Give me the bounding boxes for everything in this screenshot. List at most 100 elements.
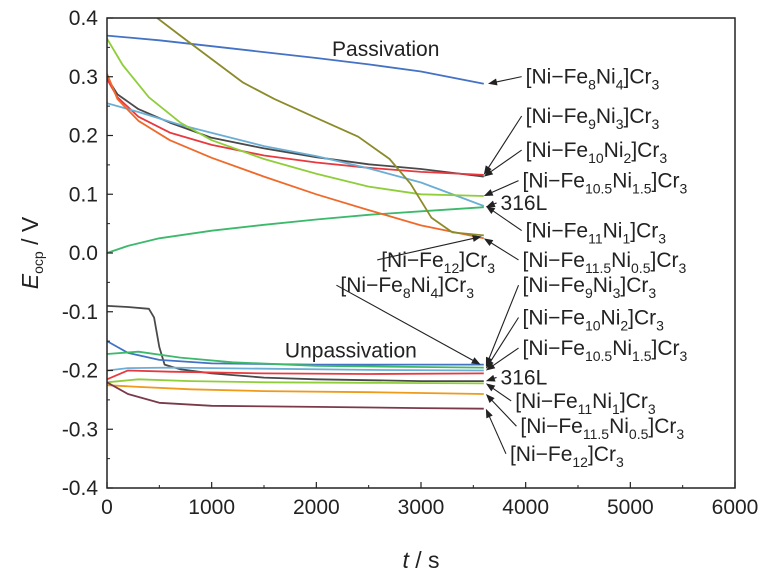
x-tick-label: 3000 xyxy=(398,496,445,519)
annotation-label-part: 12 xyxy=(444,260,460,276)
annotation-label-part: 12 xyxy=(572,454,588,470)
annotation-label-part: ]Cr xyxy=(652,337,680,360)
annotation-arrowhead xyxy=(485,394,495,403)
annotation-label-part: [Ni−Fe xyxy=(340,274,402,297)
series-line xyxy=(107,366,484,372)
annotation-label-part: 0.5 xyxy=(629,426,649,442)
annotation-label-part: 8 xyxy=(403,285,411,301)
annotation-label-part: [Ni−Fe xyxy=(523,337,585,360)
series-line xyxy=(156,18,484,237)
series-line xyxy=(107,78,484,176)
annotation-arrow xyxy=(487,115,523,170)
annotation-label-part: 3 xyxy=(680,181,688,197)
annotation-label-part: [Ni−Fe xyxy=(523,274,585,297)
annotation-label-part: ]Cr xyxy=(624,105,652,128)
annotation-arrow xyxy=(489,180,519,194)
y-tick-label: -0.4 xyxy=(62,477,99,500)
series-line xyxy=(107,369,484,381)
annotation-label-part: 4 xyxy=(430,285,438,301)
annotation-label-part: [Ni−Fe xyxy=(526,66,588,89)
x-axis-label: t / s xyxy=(402,547,439,573)
annotation-arrows xyxy=(336,76,523,455)
annotation-label-part: 3 xyxy=(652,77,660,93)
annotation-arrow xyxy=(377,237,475,261)
annotation-label-part: 1 xyxy=(622,231,630,247)
annotation-label-part: [Ni−Fe xyxy=(520,415,582,438)
annotation-arrowhead xyxy=(487,78,498,86)
annotation-label-part: Ni xyxy=(603,220,623,243)
x-axis-unit: / s xyxy=(409,547,440,573)
annotation-label-part: 10 xyxy=(588,150,604,166)
series-line xyxy=(107,350,484,369)
annotation-arrowhead xyxy=(483,238,494,247)
annotation-label-part: 3 xyxy=(487,260,495,276)
annotation-arrow xyxy=(487,284,520,361)
annotation-label-part: 2 xyxy=(620,318,628,334)
annotation-label-part: Ni xyxy=(411,274,431,297)
annotation-label-part: 3 xyxy=(659,150,667,166)
annotation-label-part: ]Cr xyxy=(459,249,487,272)
series-line xyxy=(107,102,485,207)
x-tick-label: 4000 xyxy=(502,496,549,519)
x-tick-label: 1000 xyxy=(188,496,235,519)
y-axis-label: Eocp / V xyxy=(17,216,46,289)
annotation-label-part: 3 xyxy=(616,116,624,132)
annotation-label-part: [Ni−Fe xyxy=(523,249,585,272)
series-line xyxy=(107,34,484,85)
annotation-label-part: 10.5 xyxy=(585,181,612,197)
annotation-label-part: ]Cr xyxy=(652,170,680,193)
x-tick-label: 6000 xyxy=(712,496,759,519)
annotation-label-part: ]Cr xyxy=(650,249,678,272)
annotation-label-part: Ni xyxy=(611,249,631,272)
annotation-label-part: Ni xyxy=(609,415,629,438)
annotation-labels: [Ni−Fe8Ni4]Cr3[Ni−Fe9Ni3]Cr3[Ni−Fe10Ni2]… xyxy=(340,66,687,470)
annotation-label-part: Ni xyxy=(612,170,632,193)
x-axis-var: t xyxy=(402,547,410,573)
series-line xyxy=(107,384,484,395)
annotation-label-part: 3 xyxy=(616,454,624,470)
annotation-label-part: ]Cr xyxy=(648,415,676,438)
annotation-label-part: 3 xyxy=(466,285,474,301)
annotation-label: 316L xyxy=(501,192,548,215)
annotation-label-part: 1.5 xyxy=(632,348,652,364)
annotation-arrow xyxy=(491,347,519,367)
annotation-label-part: 3 xyxy=(652,116,660,132)
annotation-label-part: ]Cr xyxy=(620,390,648,413)
annotation-arrow xyxy=(491,209,522,232)
annotation-label-part: 4 xyxy=(616,77,624,93)
annotation-label: [Ni−Fe10.5Ni1.5]Cr3 xyxy=(523,170,688,197)
y-tick-label: -0.1 xyxy=(62,301,98,324)
annotation-label-part: 316L xyxy=(501,192,548,215)
annotation-label-part: 3 xyxy=(613,285,621,301)
y-tick-label: 0.1 xyxy=(69,183,98,206)
x-tick-label: 2000 xyxy=(293,496,340,519)
region-label: Passivation xyxy=(332,38,439,61)
annotation-label-part: 8 xyxy=(588,77,596,93)
y-axis-unit: / V xyxy=(17,216,43,251)
annotation-arrowhead xyxy=(483,189,494,197)
annotation-label-part: 11.5 xyxy=(585,260,611,276)
annotation-label-part: 11.5 xyxy=(583,426,609,442)
annotation-label-part: 11 xyxy=(578,401,593,417)
annotation-label: [Ni−Fe12]Cr3 xyxy=(510,443,624,470)
series-line xyxy=(107,378,484,385)
annotation-arrow xyxy=(490,398,517,427)
annotation-label: 316L xyxy=(501,366,548,389)
annotation-label-part: Ni xyxy=(596,105,616,128)
annotation-arrowhead xyxy=(485,362,496,371)
annotation-label-part: ]Cr xyxy=(620,274,648,297)
annotation-arrowhead xyxy=(485,383,496,392)
annotation-arrow xyxy=(336,284,475,362)
annotation-arrowhead xyxy=(485,359,494,369)
annotation-label-part: 9 xyxy=(588,116,596,132)
series-line xyxy=(107,38,484,197)
annotation-label-part: 3 xyxy=(658,231,666,247)
annotation-label-part: [Ni−Fe xyxy=(526,139,588,162)
annotation-label-part: Ni xyxy=(612,337,632,360)
annotation-arrowhead xyxy=(485,408,493,419)
region-label: Unpassivation xyxy=(285,340,417,363)
series-line xyxy=(107,206,484,254)
annotation-arrowhead xyxy=(485,206,496,214)
annotation-arrowhead xyxy=(471,357,481,365)
